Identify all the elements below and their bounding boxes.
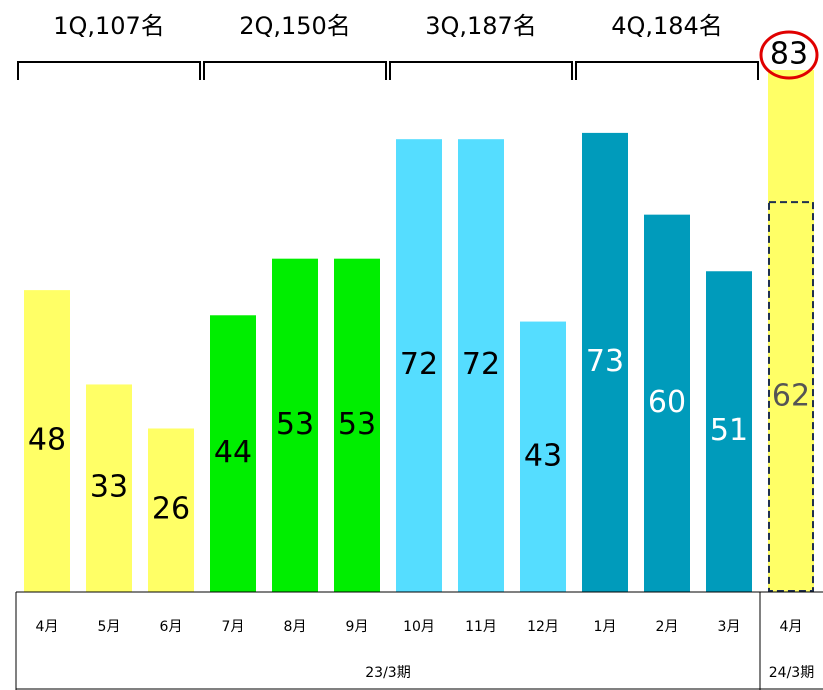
bar (520, 321, 566, 592)
bar (24, 290, 70, 592)
bar (644, 214, 690, 592)
inner-bar (768, 201, 814, 592)
value-label: 72 (400, 347, 438, 382)
value-label: 73 (586, 344, 624, 379)
x-tick-label: 8月 (284, 619, 307, 635)
bar (582, 132, 628, 592)
value-label: 26 (152, 492, 190, 527)
x-tick-label: 2月 (656, 619, 679, 635)
x-tick-label: 6月 (160, 619, 183, 635)
value-label: 53 (276, 407, 314, 442)
quarter-label: 3Q,187名 (425, 12, 537, 40)
value-label: 43 (524, 438, 562, 473)
bar (272, 258, 318, 592)
x-tick-label: 4月 (36, 619, 59, 635)
value-label: 33 (90, 470, 128, 505)
bar (458, 139, 504, 592)
bracket (203, 61, 387, 80)
quarter-label: 1Q,107名 (53, 12, 165, 40)
highlight-circle (759, 30, 819, 80)
value-label: 53 (338, 407, 376, 442)
period-label: 23/3期 (365, 665, 410, 681)
bracket (17, 61, 201, 80)
value-label: 83 (770, 37, 808, 72)
value-label: 72 (462, 347, 500, 382)
bracket (389, 61, 573, 80)
x-tick-label: 11月 (465, 619, 497, 635)
period-label: 24/3期 (769, 665, 814, 681)
bar (396, 139, 442, 592)
value-label: 60 (648, 385, 686, 420)
value-label: 51 (710, 413, 748, 448)
bar (86, 384, 132, 592)
x-tick-label: 12月 (527, 619, 559, 635)
x-tick-label: 4月 (780, 619, 803, 635)
x-tick-label: 1月 (594, 619, 617, 635)
bar (148, 428, 194, 592)
value-label: 44 (214, 435, 252, 470)
bar (210, 315, 256, 592)
inner-value-label: 62 (772, 379, 810, 414)
quarter-label: 4Q,184名 (611, 12, 723, 40)
x-tick-label: 10月 (403, 619, 435, 635)
x-tick-label: 7月 (222, 619, 245, 635)
bar (334, 258, 380, 592)
x-tick-label: 3月 (718, 619, 741, 635)
bracket (575, 61, 759, 80)
x-tick-label: 9月 (346, 619, 369, 635)
bar (706, 271, 752, 592)
x-tick-label: 5月 (98, 619, 121, 635)
quarter-label: 2Q,150名 (239, 12, 351, 40)
value-label: 48 (28, 423, 66, 458)
bar (768, 70, 814, 592)
